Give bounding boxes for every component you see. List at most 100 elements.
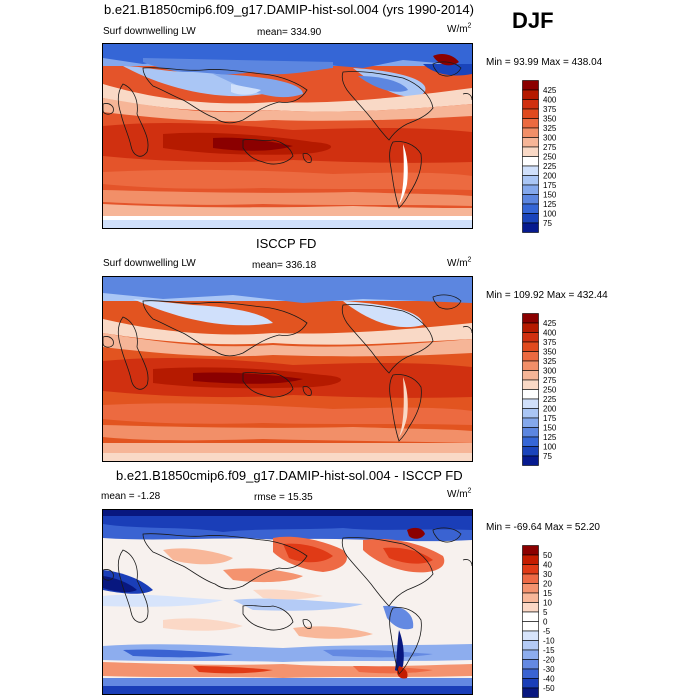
- colorbar-box: [522, 545, 539, 556]
- colorbar-box: [522, 332, 539, 343]
- colorbar-box: [522, 630, 539, 641]
- colorbar-box: [522, 408, 539, 419]
- panel-2-variable-label: Surf downwelling LW: [103, 258, 196, 269]
- colorbar-tick-label: 375: [543, 338, 557, 347]
- colorbar-tick-label: 10: [543, 599, 552, 608]
- colorbar-box: [522, 184, 539, 195]
- colorbar-tick-label: -10: [543, 637, 555, 646]
- colorbar-tick-label: -50: [543, 684, 555, 693]
- colorbar-tick-label: 100: [543, 443, 557, 452]
- colorbar-tick-label: 350: [543, 348, 557, 357]
- colorbar-box: [522, 621, 539, 632]
- colorbar-box: [522, 341, 539, 352]
- panel-3-map-svg: [103, 510, 472, 694]
- panel-3-mean-label: mean = -1.28: [101, 491, 161, 502]
- colorbar-tick-label: 250: [543, 386, 557, 395]
- colorbar-box: [522, 554, 539, 565]
- colorbar-box: [522, 389, 539, 400]
- colorbar-box: [522, 203, 539, 214]
- colorbar-box: [522, 118, 539, 129]
- colorbar-tick-label: -30: [543, 665, 555, 674]
- colorbar-box: [522, 165, 539, 176]
- colorbar-tick-label: 150: [543, 191, 557, 200]
- panel-2-minmax-label: Min = 109.92 Max = 432.44: [486, 290, 608, 301]
- colorbar-box: [522, 370, 539, 381]
- colorbar-tick-label: 250: [543, 153, 557, 162]
- colorbar-tick-label: 300: [543, 134, 557, 143]
- colorbar-box: [522, 649, 539, 660]
- colorbar-tick-label: 225: [543, 162, 557, 171]
- colorbar-box: [522, 146, 539, 157]
- panel-1-title: b.e21.B1850cmip6.f09_g17.DAMIP-hist-sol.…: [104, 2, 474, 17]
- colorbar-tick-label: 15: [543, 589, 552, 598]
- colorbar-tick-label: 350: [543, 115, 557, 124]
- panel-2-colorbar: 425 400 375 350 325 300 275 250 225 200 175 150 125 1…: [522, 313, 582, 466]
- colorbar-tick-label: 300: [543, 367, 557, 376]
- colorbar-tick-label: 275: [543, 143, 557, 152]
- colorbar-box: [522, 127, 539, 138]
- panel-3-colorbar: 50 40 30 20 15 10 5 0 -5 -10 -15 -20 -30 -40 -50: [522, 545, 582, 698]
- colorbar-box: [522, 611, 539, 622]
- colorbar-box: [522, 427, 539, 438]
- colorbar-tick-label: -40: [543, 675, 555, 684]
- colorbar-box: [522, 398, 539, 409]
- colorbar-box: [522, 322, 539, 333]
- panel-3-rmse-label: rmse = 15.35: [254, 492, 313, 503]
- panel-3-units-label: W/m2: [447, 487, 472, 500]
- colorbar-tick-label: 75: [543, 452, 552, 461]
- colorbar-box: [522, 175, 539, 186]
- colorbar-box: [522, 379, 539, 390]
- colorbar-tick-label: 275: [543, 376, 557, 385]
- panel-2-map: [102, 276, 473, 462]
- colorbar-tick-label: -20: [543, 656, 555, 665]
- colorbar-tick-label: -5: [543, 627, 551, 636]
- colorbar-tick-label: 175: [543, 181, 557, 190]
- colorbar-box: [522, 313, 539, 324]
- colorbar-box: [522, 108, 539, 119]
- colorbar-box: [522, 360, 539, 371]
- panel-2-mean-label: mean= 336.18: [252, 260, 317, 271]
- panel-1-units-label: W/m2: [447, 22, 472, 35]
- colorbar-tick-label: 5: [543, 608, 548, 617]
- colorbar-box: [522, 137, 539, 148]
- colorbar-box: [522, 640, 539, 651]
- colorbar-box: [522, 687, 539, 698]
- colorbar-box: [522, 564, 539, 575]
- colorbar-tick-label: 150: [543, 424, 557, 433]
- panel-2-colorbar-svg: 4254003753503253002752502252001751501251…: [522, 313, 557, 466]
- colorbar-box: [522, 213, 539, 224]
- panel-1-minmax-label: Min = 93.99 Max = 438.04: [486, 57, 603, 68]
- colorbar-box: [522, 222, 539, 233]
- colorbar-box: [522, 602, 539, 613]
- colorbar-tick-label: -15: [543, 646, 555, 655]
- panel-1-map-svg: [103, 44, 472, 228]
- colorbar-box: [522, 351, 539, 362]
- panel-2-units-label: W/m2: [447, 256, 472, 269]
- panel-3-title: b.e21.B1850cmip6.f09_g17.DAMIP-hist-sol.…: [116, 468, 463, 483]
- colorbar-tick-label: 30: [543, 570, 552, 579]
- colorbar-box: [522, 194, 539, 205]
- colorbar-box: [522, 99, 539, 110]
- panel-2-title: ISCCP FD: [256, 236, 317, 251]
- colorbar-tick-label: 125: [543, 200, 557, 209]
- colorbar-tick-label: 50: [543, 551, 552, 560]
- panel-1-colorbar: 425 400 375 350 325 300 275 250 225 200 175 150 125 1…: [522, 80, 582, 233]
- colorbar-box: [522, 573, 539, 584]
- colorbar-box: [522, 89, 539, 100]
- colorbar-box: [522, 80, 539, 91]
- colorbar-box: [522, 436, 539, 447]
- panel-1-map: [102, 43, 473, 229]
- panel-2-colorbar-boxes: [522, 313, 539, 466]
- panel-1-colorbar-boxes: [522, 80, 539, 233]
- colorbar-box: [522, 592, 539, 603]
- panel-3-colorbar-boxes: [522, 545, 539, 698]
- panel-3-minmax-label: Min = -69.64 Max = 52.20: [486, 522, 600, 533]
- panel-1-colorbar-svg: 4254003753503253002752502252001751501251…: [522, 80, 557, 233]
- colorbar-box: [522, 583, 539, 594]
- colorbar-tick-label: 200: [543, 405, 557, 414]
- panel-1-mean-label: mean= 334.90: [257, 27, 322, 38]
- colorbar-tick-label: 200: [543, 172, 557, 181]
- colorbar-tick-label: 375: [543, 105, 557, 114]
